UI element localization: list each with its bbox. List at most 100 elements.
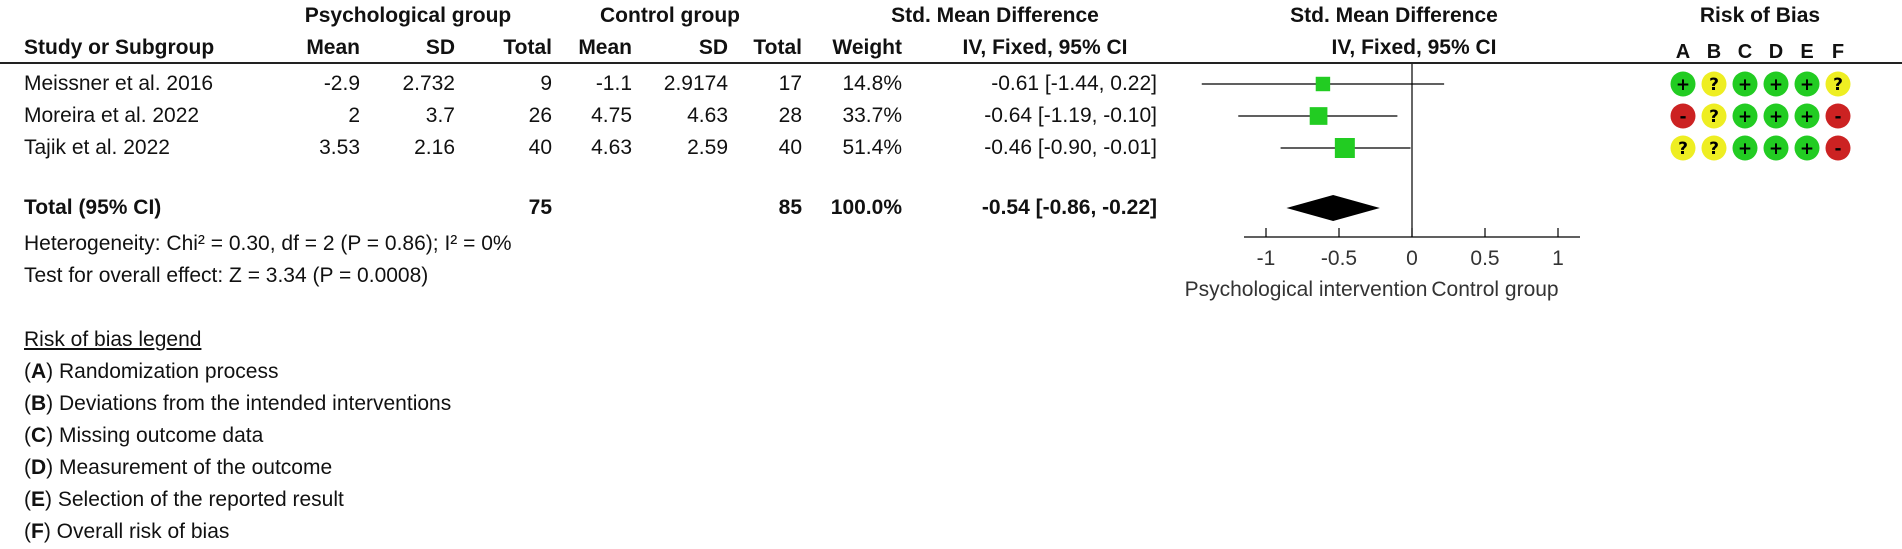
study-name: Meissner et al. 2016 (24, 72, 214, 95)
legend-key: C (31, 424, 47, 447)
total-ci: -0.54 [-0.86, -0.22] (981, 196, 1157, 219)
rob-judgement-circle (1825, 103, 1851, 129)
favours-left-label: Psychological intervention (1185, 278, 1428, 301)
legend-paren: ( (24, 360, 31, 383)
effect-marker (1334, 138, 1355, 158)
control-total: 17 (778, 72, 802, 95)
study-name: Tajik et al. 2022 (24, 136, 170, 159)
legend-key: F (31, 520, 44, 543)
study-ci: -0.64 [-1.19, -0.10] (984, 104, 1157, 127)
rob-judgement-symbol: + (1738, 107, 1752, 127)
legend-key: B (31, 392, 47, 415)
rob-legend-item: (A) Randomization process (24, 360, 278, 384)
control-total: 40 (778, 136, 802, 159)
rob-judgement-circle (1670, 103, 1696, 129)
rob-judgement-circle (1732, 71, 1758, 97)
rob-judgement-circle (1763, 103, 1789, 129)
rob-judgement-symbol: - (1834, 139, 1841, 159)
rob-judgement-circle (1701, 135, 1727, 161)
study-weight: 33.7% (842, 104, 902, 127)
x-axis-tick-label: -0.5 (1321, 247, 1357, 270)
rob-judgement-symbol: + (1769, 139, 1783, 159)
psych-mean-header: Mean (306, 36, 360, 59)
rob-judgement-symbol: + (1738, 75, 1752, 95)
effect-marker (1315, 76, 1331, 92)
study-ci: -0.61 [-1.44, 0.22] (991, 72, 1157, 95)
x-axis-tick-label: 0.5 (1470, 247, 1499, 270)
study-ci: -0.46 [-0.90, -0.01] (984, 136, 1157, 159)
study-name: Moreira et al. 2022 (24, 104, 200, 127)
rob-judgement-circle (1794, 135, 1820, 161)
total-weight: 100.0% (830, 196, 902, 219)
control-sd: 2.59 (687, 136, 728, 159)
rob-judgement-circle (1825, 71, 1851, 97)
rob-judgement-circle (1732, 135, 1758, 161)
weight-header: Weight (832, 36, 902, 59)
rob-judgement-symbol: + (1800, 139, 1814, 159)
psych-mean: 2 (348, 104, 360, 127)
rob-judgement-circle (1825, 135, 1851, 161)
rob-judgement-symbol: ? (1709, 75, 1719, 95)
total-label: Total (95% CI) (24, 196, 162, 219)
study-weight: 14.8% (842, 72, 902, 95)
legend-text: ) Randomization process (46, 360, 279, 383)
rob-judgement-symbol: + (1769, 107, 1783, 127)
control-mean-header: Mean (578, 36, 632, 59)
header-separator (0, 62, 1902, 64)
rob-domain-letter: E (1800, 41, 1813, 63)
total-control: 85 (778, 196, 802, 219)
rob-judgement-symbol: ? (1678, 139, 1688, 159)
rob-judgement-symbol: - (1679, 107, 1686, 127)
rob-domain-letter: A (1676, 41, 1690, 63)
rob-domain-letter: C (1738, 41, 1752, 63)
effect-marker (1309, 107, 1328, 125)
psych-sd-header: SD (425, 36, 455, 59)
study-weight: 51.4% (842, 136, 902, 159)
control-mean: -1.1 (595, 72, 632, 95)
overall-effect-text: Test for overall effect: Z = 3.34 (P = 0… (24, 264, 429, 287)
rob-judgement-symbol: ? (1709, 107, 1719, 127)
rob-judgement-symbol: + (1800, 75, 1814, 95)
psych-total: 26 (528, 104, 552, 127)
study-column-header: Study or Subgroup (24, 36, 215, 59)
psych-total: 9 (540, 72, 552, 95)
rob-judgement-circle (1701, 71, 1727, 97)
rob-judgement-symbol: + (1800, 107, 1814, 127)
control-mean: 4.75 (591, 104, 632, 127)
legend-paren: ( (24, 488, 31, 511)
total-psych: 75 (528, 196, 552, 219)
rob-domain-letter: B (1707, 41, 1721, 63)
pooled-diamond (1286, 195, 1380, 221)
rob-header: Risk of Bias (1699, 4, 1821, 27)
rob-judgement-circle (1794, 71, 1820, 97)
control-group-header: Control group (600, 4, 740, 27)
psych-mean: 3.53 (319, 136, 360, 159)
rob-legend-title: Risk of bias legend (24, 328, 202, 351)
rob-judgement-symbol: + (1676, 75, 1690, 95)
psych-sd: 2.16 (414, 136, 455, 159)
psych-sd: 2.732 (402, 72, 455, 95)
rob-judgement-circle (1670, 71, 1696, 97)
legend-text: ) Selection of the reported result (45, 488, 344, 511)
x-axis-tick-label: 0 (1406, 247, 1418, 270)
psych-total-header: Total (503, 36, 552, 59)
x-axis-tick-label: -1 (1257, 247, 1276, 270)
legend-text: ) Measurement of the outcome (46, 456, 333, 479)
rob-legend-item: (D) Measurement of the outcome (24, 456, 332, 480)
legend-key: E (31, 488, 46, 511)
rob-legend-item: (B) Deviations from the intended interve… (24, 392, 451, 416)
smd-plot-header: Std. Mean Difference (1290, 4, 1498, 27)
rob-judgement-symbol: + (1769, 75, 1783, 95)
rob-legend-item: (F) Overall risk of bias (24, 520, 229, 544)
rob-legend-item: (C) Missing outcome data (24, 424, 263, 448)
rob-judgement-circle (1763, 71, 1789, 97)
favours-right-label: Control group (1431, 278, 1558, 301)
method-header: IV, Fixed, 95% CI (962, 36, 1128, 59)
rob-judgement-symbol: + (1738, 139, 1752, 159)
rob-judgement-circle (1670, 135, 1696, 161)
rob-judgement-symbol: - (1834, 107, 1841, 127)
control-mean: 4.63 (591, 136, 632, 159)
rob-judgement-symbol: ? (1709, 139, 1719, 159)
control-sd-header: SD (698, 36, 728, 59)
